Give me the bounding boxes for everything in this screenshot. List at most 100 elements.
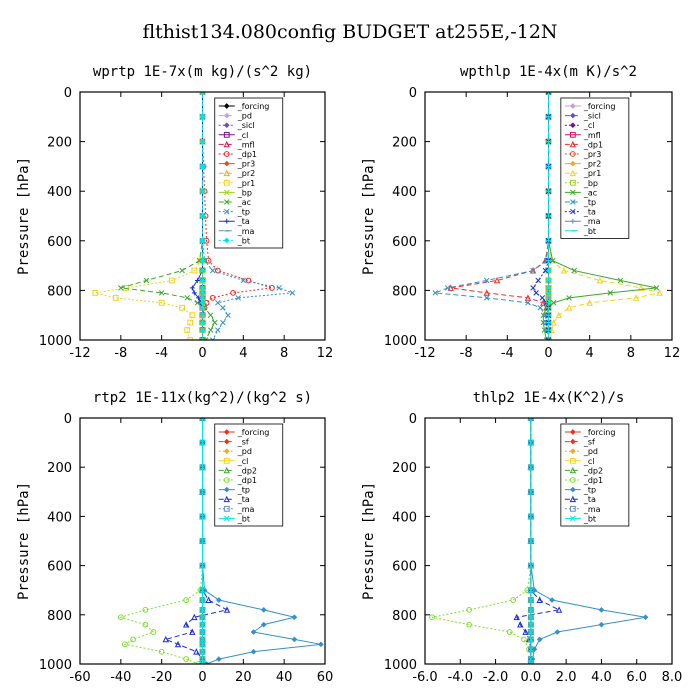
data-point <box>199 257 206 264</box>
plot-frame <box>79 417 326 665</box>
x-tick-label: -4 <box>501 346 514 361</box>
data-point <box>520 636 527 643</box>
x-tick-label: -20 <box>151 670 172 685</box>
data-point <box>189 285 195 291</box>
y-axis-label: Pressure [hPa] <box>361 157 377 275</box>
data-point <box>225 312 231 318</box>
legend-label: _bt <box>583 514 596 523</box>
data-point <box>158 299 165 306</box>
legend-marker <box>570 208 576 215</box>
data-point <box>522 628 529 635</box>
data-point <box>199 607 206 613</box>
data-point <box>444 285 451 291</box>
data-point <box>528 489 534 495</box>
x-tick-label: -60 <box>69 670 90 685</box>
legend-marker <box>223 169 230 177</box>
legend-marker <box>569 140 577 148</box>
data-point <box>199 213 206 219</box>
data-point <box>199 538 206 544</box>
legend-marker <box>570 122 576 129</box>
data-point <box>566 295 572 301</box>
data-point <box>199 237 206 244</box>
data-point <box>554 629 561 635</box>
data-point <box>174 640 182 648</box>
data-point <box>525 300 531 306</box>
legend-label: _ma <box>583 217 601 226</box>
series-group <box>429 418 649 664</box>
x-tick-label: 60 <box>317 670 334 685</box>
data-point <box>565 304 573 311</box>
legend-marker <box>223 457 230 464</box>
data-point <box>276 285 282 291</box>
data-point <box>199 439 206 446</box>
legend-label: _bt <box>237 236 250 245</box>
legend-marker <box>570 429 576 435</box>
data-point <box>607 290 614 296</box>
data-point <box>596 276 604 284</box>
data-point <box>118 285 124 291</box>
x-tick-label: 6.0 <box>626 670 647 685</box>
y-tick-label: 600 <box>392 560 417 575</box>
x-tick-label: -12 <box>414 346 435 361</box>
data-point <box>617 277 624 284</box>
x-tick-label: 4 <box>586 346 594 361</box>
chart-title: thlp2 1E-4x(K^2)/s <box>473 390 625 406</box>
data-point <box>528 621 534 628</box>
legend: _forcing_sf_pd_cl_dp2_dp1_tp_ta_ma_bt <box>214 423 284 527</box>
data-point <box>528 646 534 652</box>
data-point <box>560 267 568 274</box>
data-point <box>545 92 552 95</box>
legend-marker <box>569 151 576 157</box>
data-point <box>528 636 534 643</box>
y-axis-label: Pressure [hPa] <box>361 482 377 600</box>
data-point <box>199 277 206 284</box>
chart-panel-4: thlp2 1E-4x(K^2)/s Pressure [hPa] -6.0 -4.0… <box>361 390 682 685</box>
legend-marker <box>570 486 576 493</box>
data-point <box>92 289 99 296</box>
data-point <box>215 327 221 333</box>
data-point <box>528 661 534 664</box>
data-point <box>196 257 203 264</box>
data-point <box>598 607 605 613</box>
data-point <box>555 311 563 319</box>
data-point <box>112 294 119 301</box>
data-point <box>656 289 663 296</box>
legend-marker <box>223 179 230 186</box>
legend-marker <box>223 208 230 215</box>
data-point <box>199 138 206 145</box>
data-point <box>187 319 194 326</box>
legend-marker <box>569 169 577 177</box>
data-point <box>179 304 185 311</box>
legend: _forcing_pd_sicl_cl_mfl_dp1_pr3_pr2_pr1_… <box>214 97 284 249</box>
legend-marker <box>570 218 576 224</box>
data-point <box>586 299 593 306</box>
x-tick-label: 2.0 <box>556 670 577 685</box>
legend-marker <box>223 122 230 129</box>
legend-label: _ma <box>583 505 601 514</box>
y-tick-label: 1000 <box>384 334 417 349</box>
legend-label: _forcing <box>237 102 270 111</box>
data-point <box>528 656 534 662</box>
data-point <box>269 285 275 291</box>
data-point <box>289 290 296 296</box>
x-tick-label: 0 <box>544 346 552 361</box>
legend-marker <box>223 438 230 445</box>
legend-label: _bp <box>583 179 598 188</box>
legend-label: _sf <box>583 438 595 447</box>
data-point <box>528 439 534 446</box>
x-tick-label: -12 <box>69 346 90 361</box>
x-tick-label: -40 <box>110 670 131 685</box>
legend-label: _dp1 <box>583 476 603 485</box>
data-point <box>199 587 206 593</box>
data-point <box>143 277 150 284</box>
legend-label: _forcing <box>237 428 270 437</box>
legend-marker <box>570 160 576 167</box>
x-tick-label: -8 <box>460 346 473 361</box>
data-point <box>528 464 534 470</box>
data-point <box>466 606 473 613</box>
legend-label: _ac <box>583 188 597 197</box>
legend-label: _pd <box>583 447 598 456</box>
legend-label: _sicl <box>237 121 255 130</box>
data-point <box>191 613 198 621</box>
